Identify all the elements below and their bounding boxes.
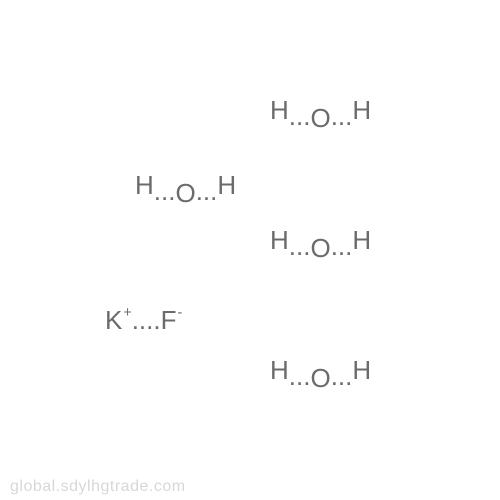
atom-h: H xyxy=(352,225,371,256)
chemistry-diagram: H ... O ... H H ... O ... H H ... O ... … xyxy=(0,0,500,500)
bond-dots: .... xyxy=(132,305,161,336)
bond-dots: ... xyxy=(289,361,311,392)
atom-h: H xyxy=(135,170,154,201)
charge-minus: - xyxy=(178,305,183,321)
atom-o: O xyxy=(175,178,195,209)
atom-f: F xyxy=(161,305,177,336)
bond-dots: ... xyxy=(331,361,353,392)
atom-h: H xyxy=(352,355,371,386)
atom-o: O xyxy=(310,363,330,394)
bond-dots: ... xyxy=(289,231,311,262)
molecule-water-3: H ... O ... H xyxy=(270,225,371,256)
atom-h: H xyxy=(352,95,371,126)
molecule-water-4: H ... O ... H xyxy=(270,355,371,386)
watermark-text: global.sdylhgtrade.com xyxy=(10,478,186,496)
atom-o: O xyxy=(310,103,330,134)
bond-dots: ... xyxy=(154,176,176,207)
bond-dots: ... xyxy=(331,231,353,262)
atom-k: K xyxy=(105,305,122,336)
atom-h: H xyxy=(270,355,289,386)
atom-o: O xyxy=(310,233,330,264)
molecule-water-1: H ... O ... H xyxy=(270,95,371,126)
bond-dots: ... xyxy=(196,176,218,207)
molecule-water-2: H ... O ... H xyxy=(135,170,236,201)
molecule-kf: K + .... F - xyxy=(105,305,182,336)
bond-dots: ... xyxy=(289,101,311,132)
atom-h: H xyxy=(270,225,289,256)
bond-dots: ... xyxy=(331,101,353,132)
atom-h: H xyxy=(270,95,289,126)
charge-plus: + xyxy=(123,305,131,321)
atom-h: H xyxy=(217,170,236,201)
